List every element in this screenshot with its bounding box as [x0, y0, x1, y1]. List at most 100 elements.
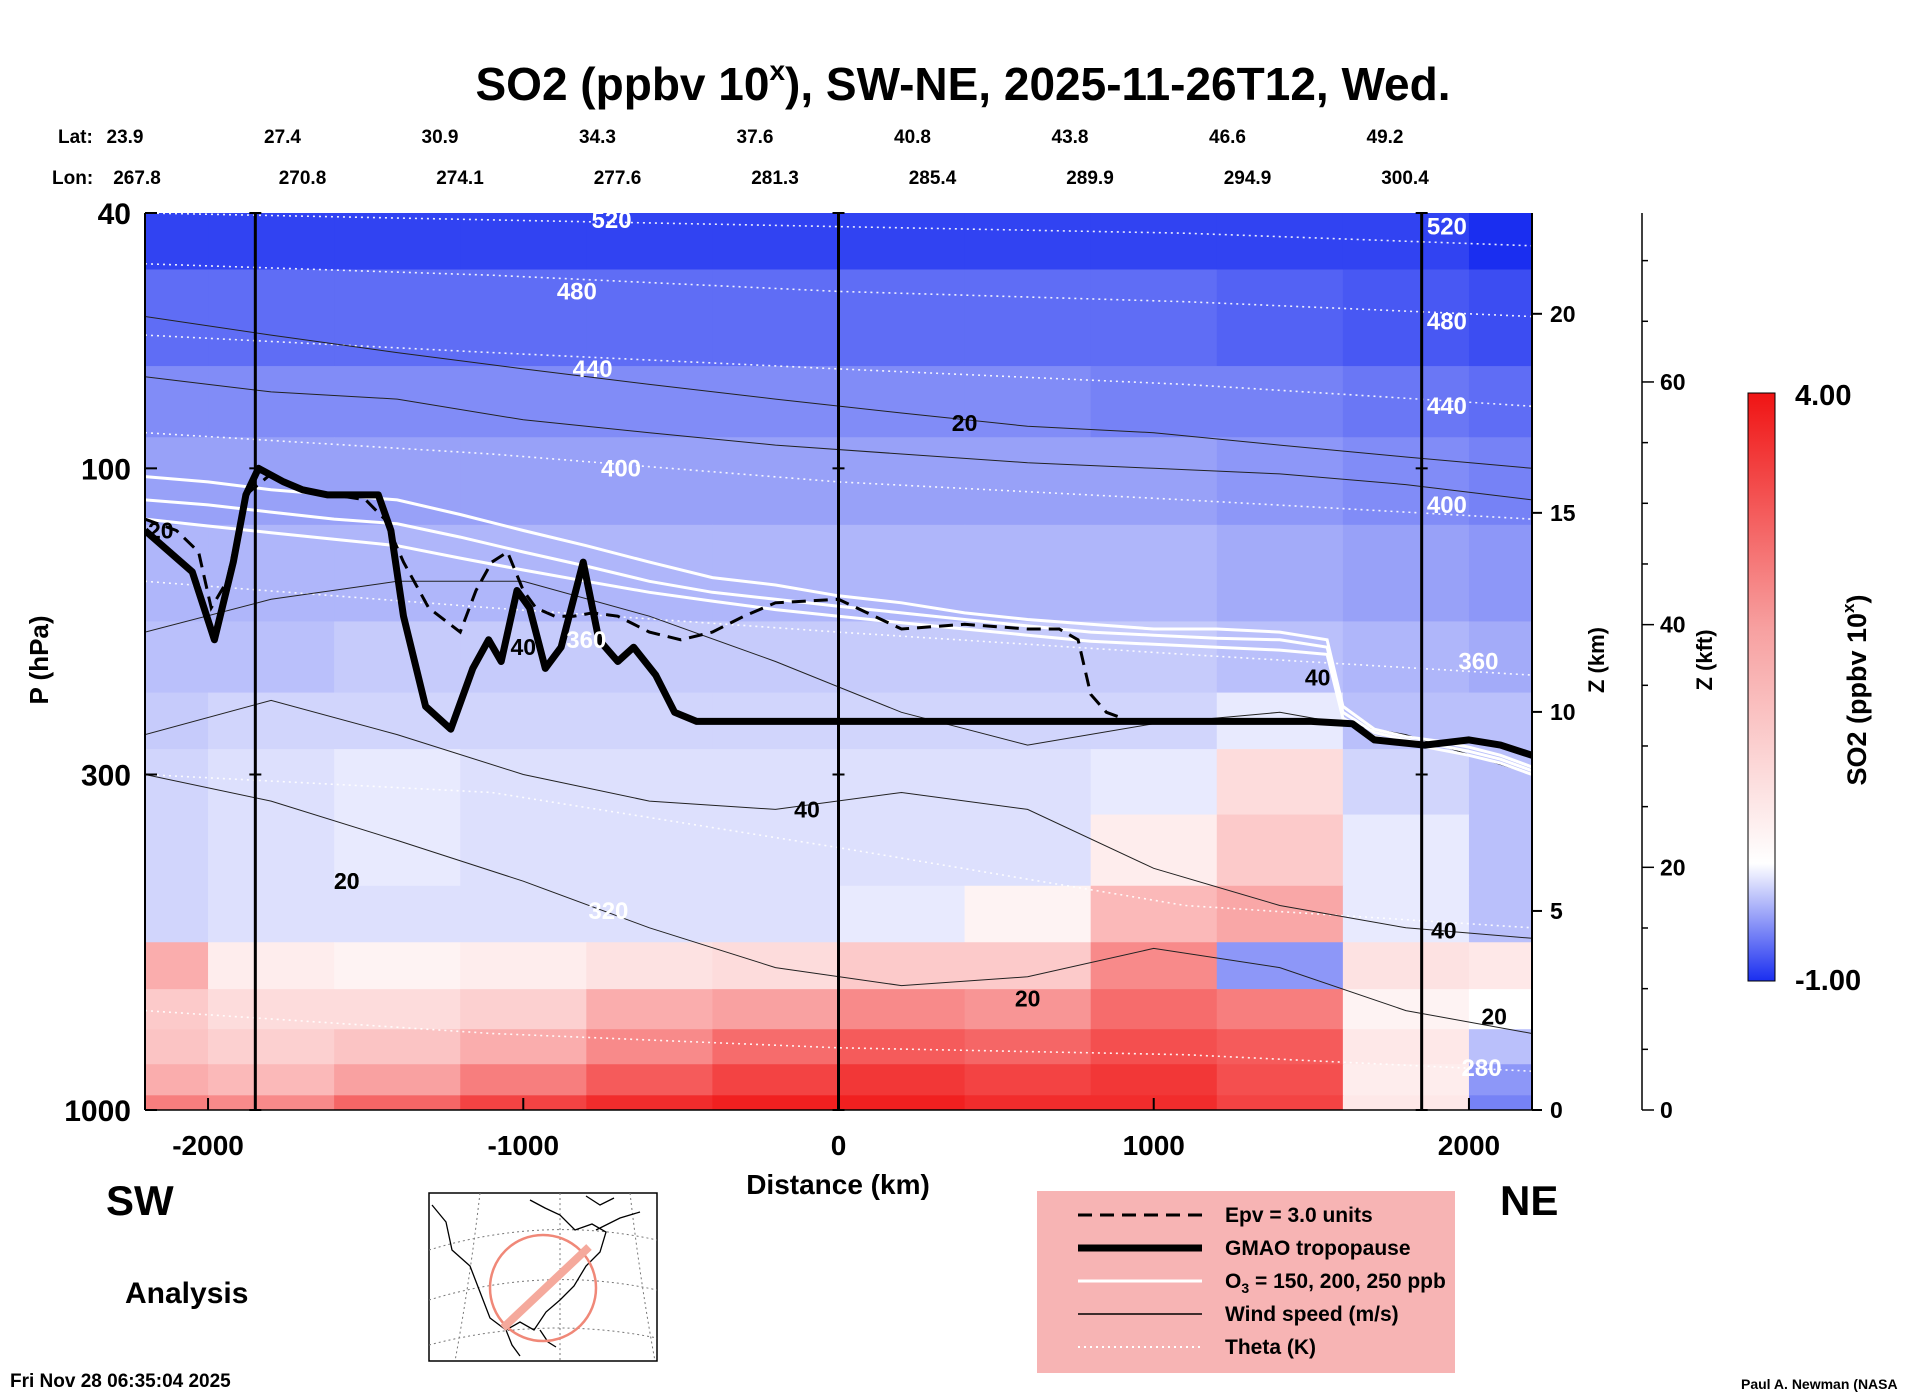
so2-cell — [1342, 885, 1470, 943]
so2-cell — [1090, 524, 1218, 623]
so2-cell — [145, 1064, 209, 1096]
so2-cell — [1468, 1029, 1532, 1065]
so2-cell — [208, 885, 335, 943]
y-tick-label: 100 — [81, 453, 131, 486]
x-tick-label: -2000 — [172, 1130, 244, 1161]
wind-speed-label: 40 — [1431, 917, 1457, 943]
so2-cell — [712, 885, 840, 943]
z-kft-axis: 0 20 40 60 — [1641, 213, 1686, 1123]
so2-cell — [334, 885, 461, 943]
so2-cell — [1468, 437, 1532, 526]
so2-cell — [460, 213, 587, 271]
so2-cell — [1090, 1064, 1218, 1096]
theta-contour — [145, 580, 1532, 676]
so2-cell — [145, 749, 209, 816]
longitude-labels: 267.8 270.8 274.1 277.6 281.3 285.4 289.9 294.9… — [113, 168, 1429, 189]
so2-cell — [712, 749, 840, 816]
title-main: SO2 (ppbv 10 — [475, 58, 769, 110]
so2-cell — [838, 814, 966, 887]
so2-cell — [1090, 942, 1218, 990]
legend-label: Theta (K) — [1225, 1336, 1316, 1359]
so2-cell — [1090, 989, 1218, 1030]
so2-cell — [586, 989, 714, 1030]
so2-cell — [838, 524, 966, 623]
so2-cell — [334, 213, 461, 271]
wind-speed-label: 20 — [334, 868, 360, 894]
so2-cell — [586, 1029, 714, 1065]
ozone-contour — [145, 475, 1532, 769]
so2-cell — [964, 524, 1092, 623]
so2-cell — [838, 1029, 966, 1065]
so2-cell — [460, 692, 587, 750]
so2-cell — [145, 692, 209, 750]
longitude-value: 281.3 — [751, 168, 799, 189]
so2-cell — [586, 437, 714, 526]
wind-speed-label: 20 — [1481, 1004, 1507, 1030]
so2-cell — [1090, 437, 1218, 526]
latitude-value: 43.8 — [1052, 127, 1089, 148]
longitude-value: 270.8 — [279, 168, 327, 189]
map-transect-line — [500, 1244, 592, 1331]
so2-cell — [1216, 524, 1344, 623]
so2-cell — [964, 942, 1092, 990]
so2-cell — [1468, 213, 1532, 271]
theta-contour — [145, 773, 1532, 929]
theta-label: 360 — [1458, 649, 1498, 676]
so2-cell — [838, 989, 966, 1030]
theta-label: 480 — [1427, 308, 1467, 335]
so2-cell — [1342, 814, 1470, 887]
longitude-value: 267.8 — [113, 168, 161, 189]
so2-cell — [1342, 1029, 1470, 1065]
wind-speed-label: 20 — [1015, 985, 1041, 1011]
so2-cell — [208, 814, 335, 887]
longitude-value: 289.9 — [1066, 168, 1114, 189]
so2-cell — [1468, 621, 1532, 694]
so2-cell — [838, 213, 966, 271]
so2-cell — [838, 1064, 966, 1096]
so2-cell — [712, 989, 840, 1030]
latitude-value: 37.6 — [737, 127, 774, 148]
so2-cell — [460, 942, 587, 990]
analysis-label: Analysis — [125, 1277, 248, 1310]
so2-cell — [334, 1095, 461, 1110]
y-tick-label: 300 — [81, 759, 131, 792]
so2-cell — [208, 213, 335, 271]
so2-cell — [1216, 269, 1344, 367]
so2-cell — [334, 989, 461, 1030]
so2-cell — [334, 437, 461, 526]
z-km-tick-label: 0 — [1550, 1097, 1563, 1123]
so2-cell — [334, 749, 461, 816]
so2-cell — [145, 942, 209, 990]
theta-label: 440 — [1427, 393, 1467, 420]
z-km-tick-label: 20 — [1550, 301, 1576, 327]
so2-cell — [1090, 269, 1218, 367]
so2-cell — [712, 437, 840, 526]
z-kft-tick-label: 60 — [1660, 369, 1686, 395]
colorbar-label: SO2 (ppbv 10x) — [1839, 594, 1872, 785]
so2-cell — [838, 942, 966, 990]
colorbar-max-label: 4.00 — [1795, 380, 1851, 412]
theta-contour — [145, 431, 1532, 520]
so2-cell — [460, 814, 587, 887]
so2-cell — [1090, 366, 1218, 438]
so2-cell — [1342, 269, 1470, 367]
so2-cell — [964, 269, 1092, 367]
longitude-value: 294.9 — [1224, 168, 1272, 189]
so2-cell — [334, 814, 461, 887]
so2-cell — [1216, 366, 1344, 438]
so2-cell — [838, 1095, 966, 1110]
so2-cell — [145, 885, 209, 943]
theta-label: 320 — [588, 898, 628, 925]
so2-cell — [1216, 437, 1344, 526]
credit: Paul A. Newman (NASA — [1741, 1376, 1898, 1392]
so2-cell — [586, 1064, 714, 1096]
so2-cell — [460, 269, 587, 367]
so2-cell — [964, 213, 1092, 271]
tropopause-line — [145, 464, 1532, 759]
theta-label: 520 — [592, 207, 632, 234]
so2-cell — [334, 366, 461, 438]
so2-cell — [1468, 814, 1532, 887]
so2-cell — [838, 366, 966, 438]
so2-cell — [460, 989, 587, 1030]
so2-cell — [145, 814, 209, 887]
